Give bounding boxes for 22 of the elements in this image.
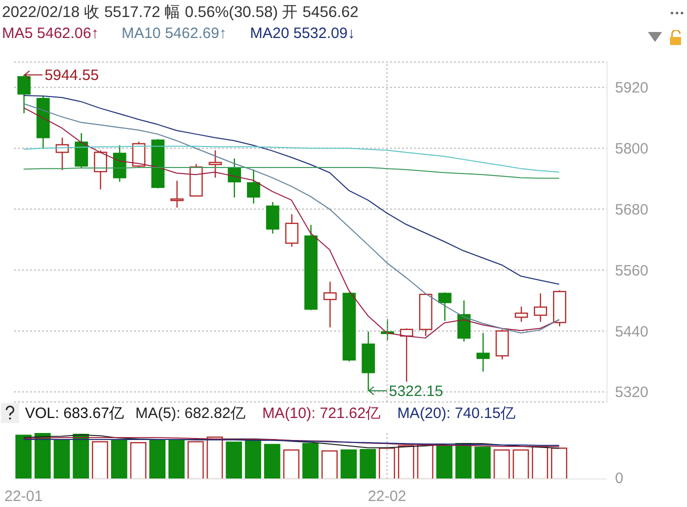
y-tick-label: 5680: [615, 201, 648, 218]
y-tick-label: 5440: [615, 323, 648, 340]
x-tick-label: 22-01: [4, 488, 43, 505]
text: 0: [615, 470, 624, 488]
y-tick-label: 5320: [615, 384, 648, 402]
y-tick-label: 5800: [615, 140, 648, 158]
text: 5462.06↑: [37, 25, 99, 42]
y-tick-label: 5920: [615, 80, 648, 97]
chart-title: 2022/02/18 收 5517.72 幅 0.56%(30.58) 开 5456.62: [2, 3, 359, 23]
annotation: 5944.55: [44, 66, 99, 84]
annotation: 5322.15: [388, 382, 444, 400]
text: 5462.69↑: [164, 25, 227, 42]
text: MA(5): 682.82亿: [135, 404, 246, 423]
y-tick-label: 5560: [615, 262, 648, 280]
text: VOL: 683.67亿: [25, 404, 124, 423]
text: MA10: [122, 25, 162, 42]
text: MA(10): 721.62亿: [262, 404, 381, 423]
text: MA(20): 740.15亿: [397, 404, 516, 423]
text: MA5: [2, 25, 34, 42]
x-tick-label: 22-02: [368, 488, 406, 505]
text: MA20: [250, 25, 290, 42]
text: 5532.09↓: [293, 25, 356, 42]
